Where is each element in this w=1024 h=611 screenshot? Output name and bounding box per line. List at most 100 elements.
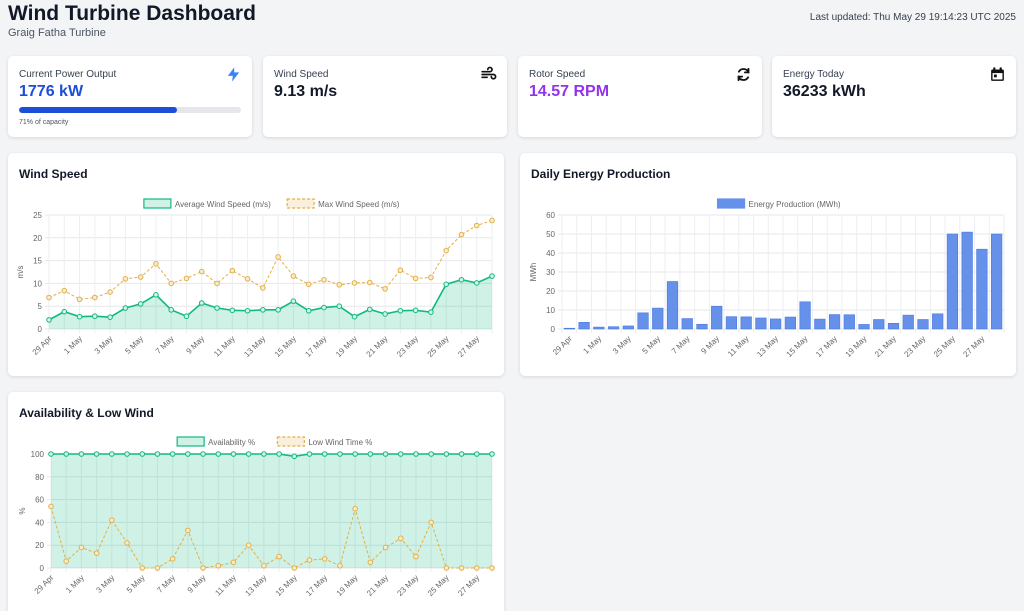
energy-production-panel: Daily Energy Production 0 10 20 30 40 50 60 MWh…	[520, 153, 1016, 376]
data-point	[214, 280, 220, 287]
data-point	[229, 267, 236, 274]
data-point	[137, 274, 144, 280]
y-axis-title: %	[18, 507, 27, 514]
energy-today-label: Energy Today	[783, 69, 844, 80]
energy-bar	[637, 312, 649, 330]
data-point	[245, 451, 252, 457]
data-point	[275, 307, 281, 313]
data-point	[46, 294, 52, 301]
x-tick-label: 23 May	[395, 334, 420, 359]
wind-speed-card: Wind Speed 9.13 m/s	[263, 56, 507, 137]
data-point	[291, 453, 298, 460]
data-point	[153, 292, 159, 298]
x-tick-label: 11 May	[726, 334, 750, 358]
data-point	[124, 540, 130, 546]
series-area	[51, 454, 492, 568]
x-tick-label: 15 May	[274, 573, 299, 598]
legend-label: Low Wind Time %	[308, 438, 372, 447]
data-point	[261, 562, 267, 569]
data-point	[244, 307, 251, 314]
data-point	[489, 217, 495, 224]
legend-label: Average Wind Speed (m/s)	[175, 200, 271, 209]
x-tick-label: 7 May	[154, 334, 176, 356]
data-point	[413, 451, 419, 457]
data-point	[367, 451, 374, 457]
page-header: Wind Turbine Dashboard Graig Fatha Turbi…	[8, 2, 1016, 46]
energy-bar	[799, 301, 811, 330]
x-tick-label: 17 May	[814, 334, 839, 359]
data-point	[366, 279, 373, 286]
y-tick-label: 0	[40, 564, 45, 573]
data-point	[78, 544, 85, 551]
data-point	[428, 274, 434, 281]
x-tick-label: 3 May	[93, 334, 115, 356]
x-tick-label: 5 May	[640, 334, 662, 356]
data-point	[489, 451, 495, 457]
data-point	[168, 280, 175, 287]
x-tick-label: 21 May	[873, 334, 898, 359]
energy-bar	[593, 326, 605, 330]
capacity-bar	[19, 107, 241, 113]
data-point	[261, 451, 267, 457]
x-tick-label: 9 May	[186, 573, 208, 595]
data-point	[413, 553, 419, 560]
data-point	[93, 550, 100, 556]
x-tick-label: 25 May	[426, 334, 451, 359]
data-point	[78, 451, 85, 457]
energy-bar	[681, 318, 693, 330]
rotor-speed-card: Rotor Speed 14.57 RPM	[518, 56, 762, 137]
data-point	[245, 542, 252, 548]
energy-today-value: 36233 kWh	[783, 83, 866, 100]
data-point	[291, 565, 298, 571]
data-point	[92, 294, 98, 301]
x-tick-label: 29 Apr	[551, 334, 574, 357]
data-point	[183, 275, 190, 282]
x-tick-label: 17 May	[304, 573, 329, 598]
data-point	[153, 260, 159, 267]
x-tick-label: 9 May	[699, 334, 721, 356]
refresh-icon	[737, 67, 750, 82]
data-point	[458, 565, 465, 571]
energy-bar	[843, 314, 855, 330]
turbine-name: Graig Fatha Turbine	[8, 27, 106, 39]
data-point	[109, 451, 115, 457]
energy-bar	[563, 327, 575, 330]
data-point	[200, 565, 206, 571]
y-tick-label: 80	[35, 473, 44, 482]
data-point	[63, 558, 70, 564]
x-tick-label: 21 May	[365, 334, 390, 359]
data-point	[215, 562, 222, 569]
x-tick-label: 25 May	[932, 334, 957, 359]
energy-bar	[828, 314, 841, 330]
x-tick-label: 5 May	[123, 334, 145, 356]
data-point	[260, 285, 266, 291]
data-point	[352, 451, 358, 457]
data-point	[412, 275, 419, 282]
wind-speed-value: 9.13 m/s	[274, 83, 338, 100]
data-point	[321, 276, 327, 283]
y-tick-label: 5	[38, 302, 43, 311]
energy-bar	[887, 323, 900, 330]
energy-bar	[858, 324, 870, 330]
legend-swatch	[276, 436, 305, 447]
x-tick-label: 29 Apr	[33, 573, 56, 596]
data-point	[351, 280, 358, 286]
y-tick-label: 100	[31, 450, 45, 459]
y-tick-label: 50	[546, 230, 555, 239]
x-tick-label: 13 May	[243, 573, 268, 598]
data-point	[230, 451, 237, 457]
x-tick-label: 1 May	[64, 573, 86, 595]
data-point	[290, 273, 297, 279]
data-point	[382, 286, 388, 292]
x-tick-label: 21 May	[365, 573, 390, 598]
availability-chart: 0 20 40 60 80 100% 29 Apr 1 May 3 May 5 May 7 May 9…	[18, 436, 495, 598]
data-point	[214, 305, 220, 311]
data-point	[305, 281, 312, 288]
data-point	[366, 306, 373, 313]
legend-label: Max Wind Speed (m/s)	[318, 200, 400, 209]
wind-speed-label: Wind Speed	[274, 69, 329, 80]
x-tick-label: 13 May	[755, 334, 780, 359]
data-point	[443, 247, 449, 254]
y-tick-label: 25	[33, 211, 42, 220]
y-tick-label: 40	[546, 249, 555, 258]
